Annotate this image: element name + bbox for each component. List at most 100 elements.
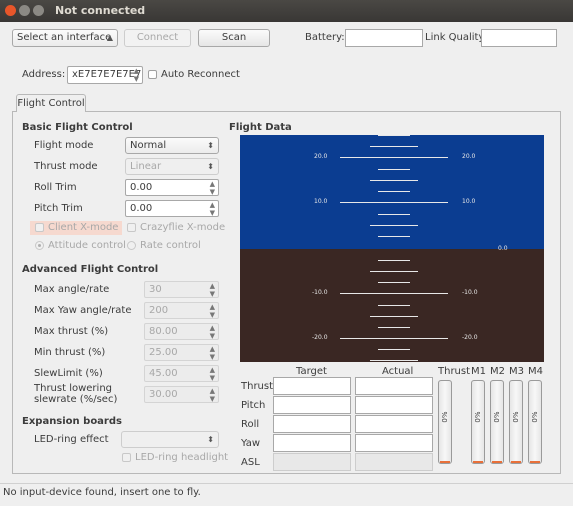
status-bar: No input-device found, insert one to fly… <box>0 483 573 506</box>
pitch-label-p10: 10.0 <box>314 198 328 205</box>
client-xmode-highlight <box>30 221 122 235</box>
client-xmode-checkbox[interactable] <box>35 223 44 232</box>
spin-arrows-icon: ▲ ▼ <box>209 324 215 340</box>
interface-select-value: Select an interface <box>17 32 112 43</box>
led-ring-headlight-label: LED-ring headlight <box>135 452 229 463</box>
asl-actual-field <box>355 453 433 471</box>
thrust-bar-fill <box>440 461 450 463</box>
basic-flight-control-heading: Basic Flight Control <box>22 122 133 133</box>
pitch-tick <box>378 169 410 170</box>
asl-row-label: ASL <box>241 457 260 468</box>
max-yaw-input[interactable]: 200 ▲ ▼ <box>144 302 219 319</box>
pitch-label-p20-right: 20.0 <box>462 153 476 160</box>
max-angle-input[interactable]: 30 ▲ ▼ <box>144 281 219 298</box>
flight-mode-label: Flight mode <box>34 140 94 151</box>
thrust-bar: 0% <box>438 380 452 464</box>
m3-bar: 0% <box>509 380 523 464</box>
rate-control-label: Rate control <box>140 240 201 251</box>
attitude-control-radio[interactable] <box>35 241 44 250</box>
m2-bar: 0% <box>490 380 504 464</box>
max-thrust-value: 80.00 <box>149 326 178 337</box>
pitch-trim-input[interactable]: 0.00 ▲ ▼ <box>125 200 219 217</box>
link-quality-label: Link Quality: <box>425 32 488 43</box>
roll-trim-input[interactable]: 0.00 ▲ ▼ <box>125 179 219 196</box>
spin-arrows-icon: ▲ ▼ <box>209 180 215 196</box>
link-quality-display <box>481 29 557 47</box>
battery-display <box>345 29 423 47</box>
max-angle-value: 30 <box>149 284 162 295</box>
m3-bar-value: 0% <box>512 411 520 423</box>
pitch-label-m10: -10.0 <box>312 289 328 296</box>
max-yaw-label: Max Yaw angle/rate <box>34 305 132 316</box>
spin-arrows-icon: ▲ ▼ <box>209 366 215 382</box>
pitch-tick <box>370 271 418 272</box>
pitch-tick <box>370 225 418 226</box>
thrust-lowering-label: Thrust lowering slewrate (%/sec) <box>34 383 118 405</box>
m1-bar-value: 0% <box>474 411 482 423</box>
m4-bar: 0% <box>528 380 542 464</box>
horizon-sky <box>240 135 544 249</box>
status-message: No input-device found, insert one to fly… <box>3 487 201 498</box>
connect-button[interactable]: Connect <box>124 29 191 47</box>
thrust-mode-label: Thrust mode <box>34 161 98 172</box>
tab-flight-control[interactable]: Flight Control <box>16 94 86 112</box>
m2-bar-value: 0% <box>493 411 501 423</box>
max-thrust-input[interactable]: 80.00 ▲ ▼ <box>144 323 219 340</box>
pitch-trim-value: 0.00 <box>130 203 153 214</box>
client-xmode-label: Client X-mode <box>48 222 119 233</box>
yaw-row-label: Yaw <box>241 438 261 449</box>
interface-select[interactable]: Select an interface ▲ <box>12 29 118 47</box>
pitch-tick <box>378 191 410 192</box>
thrust-lowering-input[interactable]: 30.00 ▲ ▼ <box>144 386 219 403</box>
spin-arrows-icon: ▲ ▼ <box>209 282 215 298</box>
led-ring-headlight-checkbox[interactable] <box>122 453 131 462</box>
spin-arrows-icon: ▲ ▼ <box>133 67 139 83</box>
flight-mode-select[interactable]: Normal ⬍ <box>125 137 219 154</box>
thrust-row-label: Thrust <box>241 381 274 392</box>
m3-bar-label: M3 <box>509 366 524 377</box>
chevron-updown-icon: ⬍ <box>207 141 214 150</box>
pitch-actual-field <box>355 396 433 414</box>
chevron-updown-icon: ⬍ <box>207 162 214 171</box>
min-thrust-value: 25.00 <box>149 347 178 358</box>
m1-bar-fill <box>473 461 483 463</box>
minimize-window-icon[interactable] <box>19 5 30 16</box>
slew-limit-label: SlewLimit (%) <box>34 368 103 379</box>
pitch-label-p20: 20.0 <box>314 153 328 160</box>
asl-target-field <box>273 453 351 471</box>
pitch-tick <box>370 360 418 361</box>
led-ring-effect-select[interactable]: ⬍ <box>121 431 219 448</box>
m4-bar-fill <box>530 461 540 463</box>
pitch-tick <box>378 282 410 283</box>
pitch-label-m20: -20.0 <box>312 334 328 341</box>
roll-trim-value: 0.00 <box>130 182 153 193</box>
rate-control-radio[interactable] <box>127 241 136 250</box>
thrust-mode-value: Linear <box>130 161 162 172</box>
pitch-tick <box>378 349 410 350</box>
thrust-actual-field <box>355 377 433 395</box>
maximize-window-icon[interactable] <box>33 5 44 16</box>
min-thrust-input[interactable]: 25.00 ▲ ▼ <box>144 344 219 361</box>
max-thrust-label: Max thrust (%) <box>34 326 109 337</box>
min-thrust-label: Min thrust (%) <box>34 347 106 358</box>
pitch-line-m20 <box>340 338 448 339</box>
chevron-updown-icon: ⬍ <box>207 435 214 444</box>
auto-reconnect-checkbox[interactable] <box>148 70 157 79</box>
pitch-label-m20-right: -20.0 <box>462 334 478 341</box>
pitch-trim-label: Pitch Trim <box>34 203 83 214</box>
pitch-label-m10-right: -10.0 <box>462 289 478 296</box>
address-input[interactable]: xE7E7E7E7E7 ▲ ▼ <box>67 66 143 84</box>
yaw-actual-field <box>355 434 433 452</box>
pitch-tick <box>378 214 410 215</box>
thrust-lowering-value: 30.00 <box>149 389 178 400</box>
close-window-icon[interactable] <box>5 5 16 16</box>
attitude-control-label: Attitude control <box>48 240 126 251</box>
crazyflie-xmode-checkbox[interactable] <box>127 223 136 232</box>
slew-limit-input[interactable]: 45.00 ▲ ▼ <box>144 365 219 382</box>
pitch-line-p10 <box>340 202 448 203</box>
actual-header: Actual <box>382 366 414 377</box>
thrust-mode-select[interactable]: Linear ⬍ <box>125 158 219 175</box>
scan-button[interactable]: Scan <box>198 29 270 47</box>
pitch-target-field <box>273 396 351 414</box>
roll-target-field <box>273 415 351 433</box>
